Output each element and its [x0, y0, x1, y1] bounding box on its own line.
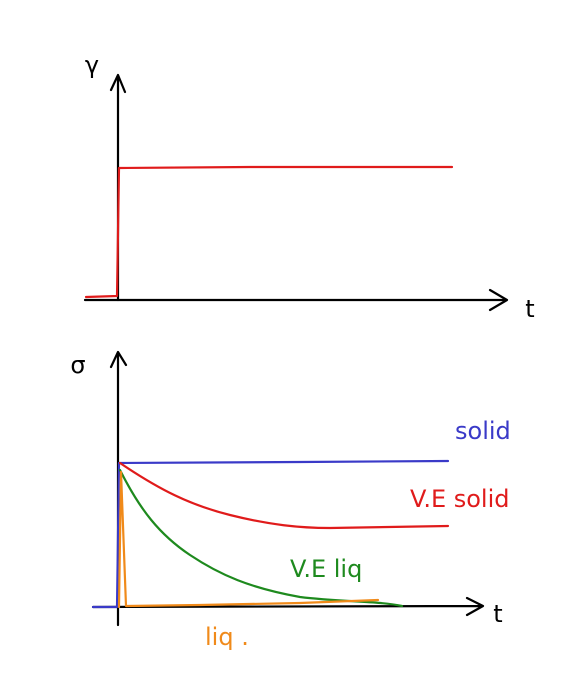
- ve-solid-curve: [118, 461, 450, 530]
- x-axis: [91, 596, 485, 617]
- y-label: γ: [85, 51, 99, 79]
- solid-curve: [91, 459, 450, 609]
- strain-step: [84, 165, 454, 299]
- liq-curve: [117, 470, 380, 609]
- curve-label: solid: [455, 417, 511, 445]
- curve-label: V.E solid: [410, 485, 510, 513]
- curve-label: V.E liq: [290, 555, 362, 583]
- curve-label: liq .: [205, 623, 249, 651]
- x-label: t: [493, 600, 502, 628]
- x-label: t: [525, 295, 534, 323]
- y-label: σ: [70, 351, 85, 379]
- ve-liq-curve: [118, 468, 404, 608]
- x-axis: [83, 288, 509, 312]
- top-axes: [83, 73, 509, 312]
